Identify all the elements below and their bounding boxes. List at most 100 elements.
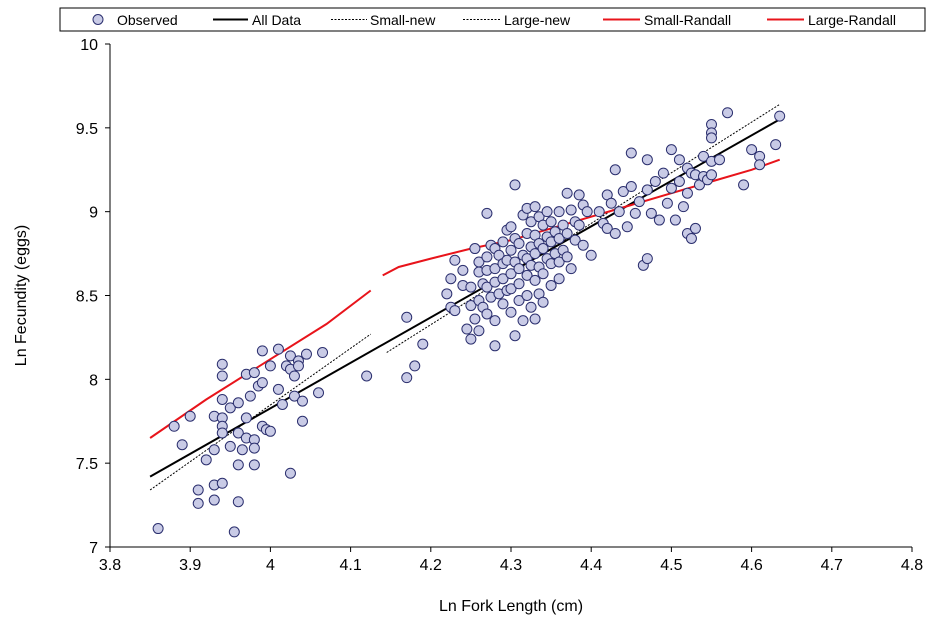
observed-point (561, 227, 573, 239)
observed-point (152, 523, 164, 535)
observed-point (272, 343, 284, 355)
observed-point (754, 159, 766, 171)
observed-point (497, 298, 509, 310)
observed-point (609, 164, 621, 176)
x-tick-label: 4.2 (420, 557, 442, 574)
observed-point (216, 477, 228, 489)
legend-observed-marker (92, 14, 104, 25)
x-tick-label: 4.1 (339, 557, 361, 574)
observed-point (573, 189, 585, 201)
observed-point (296, 415, 308, 427)
observed-point (449, 305, 461, 317)
observed-point (256, 377, 268, 389)
observed-point (706, 132, 717, 144)
observed-point (216, 370, 228, 382)
observed-point (272, 383, 284, 395)
observed-point (573, 219, 585, 231)
observed-point (665, 144, 677, 156)
observed-point (441, 288, 453, 300)
observed-point (706, 169, 717, 181)
observed-point (565, 263, 577, 275)
observed-point (232, 397, 244, 409)
observed-point (673, 154, 685, 166)
y-tick-label: 7.5 (76, 456, 98, 473)
observed-point (208, 494, 220, 506)
observed-point (681, 187, 693, 199)
y-tick-label: 9.5 (76, 121, 98, 138)
legend-small-new-label: Small-new (370, 12, 436, 28)
observed-point (553, 256, 565, 268)
observed-point (232, 459, 244, 471)
observed-point (569, 234, 581, 246)
observed-point (545, 216, 557, 228)
x-axis-title: Ln Fork Length (cm) (439, 598, 583, 615)
y-tick-label: 10 (80, 37, 98, 54)
observed-point (561, 251, 573, 263)
observed-point (216, 427, 228, 439)
observed-point (288, 370, 300, 382)
observed-point (208, 444, 220, 456)
observed-point (601, 222, 613, 234)
observed-point (585, 249, 597, 261)
x-tick-label: 4.5 (660, 557, 682, 574)
observed-point (481, 308, 493, 320)
observed-point (629, 207, 641, 219)
legend-all-data-label: All Data (252, 12, 301, 28)
observed-point (770, 139, 782, 151)
observed-point (545, 279, 557, 291)
observed-point (774, 110, 786, 122)
observed-point (168, 420, 180, 432)
observed-point (577, 239, 589, 251)
x-tick-label: 4.7 (821, 557, 843, 574)
y-tick-label: 8 (89, 372, 98, 389)
observed-point (469, 243, 481, 255)
observed-point (613, 206, 625, 218)
observed-point (509, 330, 521, 342)
observed-point (192, 497, 204, 509)
x-tick-label: 3.8 (99, 557, 121, 574)
observed-point (505, 306, 517, 318)
observed-point (401, 372, 413, 384)
observed-point (525, 216, 537, 228)
observed-point (276, 398, 288, 410)
observed-point (641, 184, 653, 196)
observed-point (445, 273, 457, 285)
observed-point (593, 206, 605, 218)
observed-point (517, 315, 529, 327)
observed-point (657, 167, 669, 179)
observed-point (505, 268, 517, 280)
y-ticks: 7 7.5 8 8.5 9 9.5 10 (76, 37, 110, 557)
observed-point (296, 395, 308, 407)
x-tick-label: 4 (266, 557, 275, 574)
observed-point (553, 232, 565, 244)
observed-point (401, 311, 413, 323)
observed-point (481, 207, 493, 219)
observed-point (465, 300, 477, 312)
observed-point (481, 251, 493, 263)
observed-point (649, 175, 661, 187)
observed-point (489, 315, 501, 327)
observed-point (449, 254, 461, 266)
observed-point (465, 333, 477, 345)
observed-point (561, 187, 573, 199)
observed-point (521, 269, 533, 281)
observed-point (236, 444, 248, 456)
observed-point (497, 236, 509, 248)
observed-point (653, 214, 665, 226)
observed-point (641, 253, 653, 265)
observed-point (465, 281, 477, 293)
observed-point (473, 325, 485, 337)
observed-point (525, 301, 537, 313)
observed-point (224, 440, 236, 452)
observed-point (224, 402, 236, 414)
observed-point (513, 295, 525, 307)
observed-point (317, 347, 329, 359)
observed-point (264, 360, 276, 372)
observed-point (244, 390, 256, 402)
observed-point (669, 214, 681, 226)
observed-point (521, 290, 533, 301)
observed-point (505, 283, 517, 295)
observed-point (537, 268, 549, 280)
observed-point (489, 263, 501, 275)
